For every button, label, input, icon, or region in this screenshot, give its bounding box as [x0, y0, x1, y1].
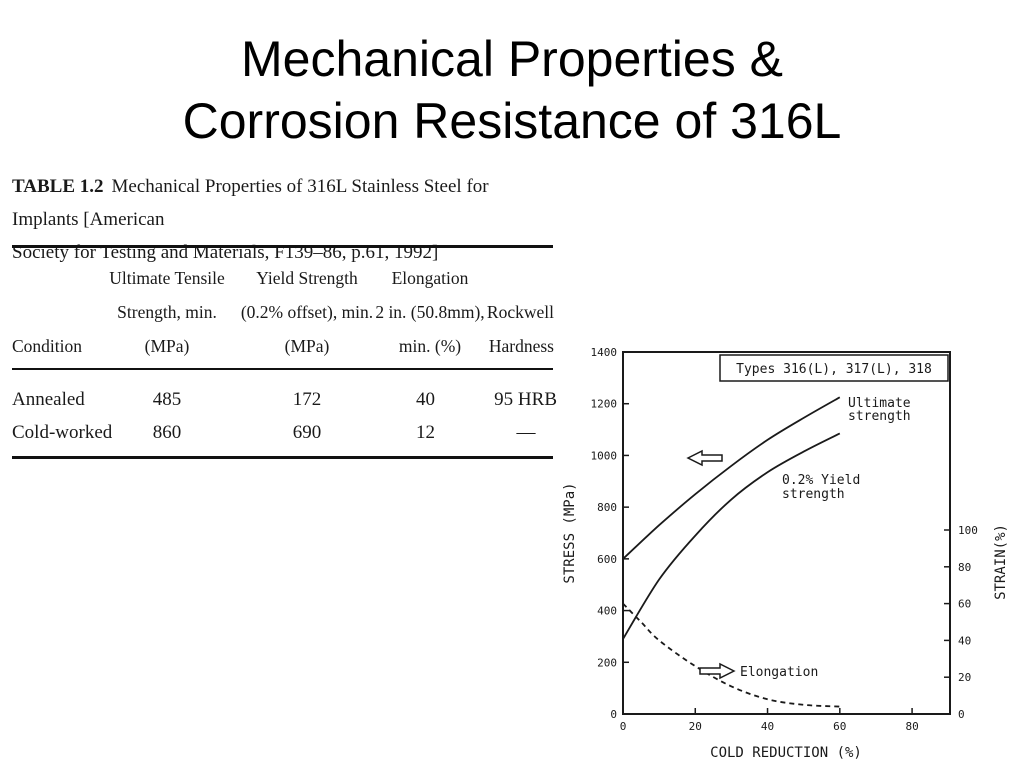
- ultimate-label-1: Ultimate: [848, 396, 911, 411]
- table-bottom-rule: [12, 456, 553, 459]
- arrow-right-icon: [699, 662, 736, 680]
- y-tick-label: 1000: [591, 449, 618, 462]
- cell-yield: 690: [292, 422, 322, 443]
- properties-table: TABLE 1.2 Mechanical Properties of 316L S…: [12, 170, 557, 459]
- y2-tick-label: 100: [958, 524, 978, 537]
- slide-title-line-1: Mechanical Properties &: [241, 31, 783, 87]
- series-line-elongation: [622, 602, 840, 708]
- x-tick-label: 80: [905, 720, 918, 733]
- cell-hardness: 95 HRB: [494, 389, 557, 410]
- yield-label-1: 0.2% Yield: [782, 473, 860, 488]
- y2-tick-label: 0: [958, 708, 965, 721]
- table-header-rule: [12, 368, 553, 370]
- header-yield-strength: Yield Strength (0.2% offset), min. (MPa): [240, 268, 374, 356]
- cell-hardness: —: [516, 422, 536, 443]
- header-ultimate-tensile-strength: Ultimate Tensile Strength, min. (MPa): [109, 268, 225, 356]
- plot-frame: [622, 351, 951, 715]
- x-tick-label: 60: [833, 720, 846, 733]
- table-label: TABLE 1.2: [12, 176, 104, 197]
- x-tick-label: 20: [689, 720, 702, 733]
- series-line-ultimate: [622, 396, 841, 560]
- cell-condition: Cold-worked: [12, 422, 113, 443]
- y2-axis-label: STRAIN(%): [993, 524, 1009, 600]
- table-caption-line-1: Mechanical Properties of 316L Stainless …: [12, 176, 489, 230]
- table-caption: TABLE 1.2 Mechanical Properties of 316L S…: [12, 170, 553, 269]
- series-line-yield: [622, 432, 841, 640]
- cell-condition: Annealed: [12, 389, 85, 410]
- types-legend-text: Types 316(L), 317(L), 318: [736, 362, 932, 377]
- cell-uts: 860: [152, 422, 182, 443]
- y2-tick-label: 60: [958, 598, 971, 611]
- yield-label-2: strength: [782, 487, 845, 502]
- ultimate-label-2: strength: [848, 409, 911, 424]
- cell-elongation: 40: [416, 389, 435, 410]
- y2-tick-label: 40: [958, 634, 971, 647]
- header-condition: Condition: [12, 336, 83, 356]
- y2-tick-label: 20: [958, 671, 971, 684]
- table-top-rule: [12, 245, 553, 248]
- y-tick-label: 800: [597, 501, 617, 514]
- y-tick-label: 400: [597, 605, 617, 618]
- slide-title-line-2: Corrosion Resistance of 316L: [182, 93, 842, 149]
- header-elongation: Elongation 2 in. (50.8mm), min. (%): [375, 268, 485, 356]
- y-axis-label: STRESS (MPa): [562, 482, 578, 583]
- header-rockwell-hardness: Rockwell Hardness: [486, 302, 554, 356]
- y-tick-label: 1200: [591, 398, 618, 411]
- y-tick-label: 600: [597, 553, 617, 566]
- x-axis-label: COLD REDUCTION (%): [710, 745, 862, 761]
- stress-strain-chart: 0 200 400 600 800 1000 1200 1400 0 20 40 60 80 0 20 40 6…: [550, 330, 1024, 768]
- x-tick-label: 0: [620, 720, 627, 733]
- y-tick-label: 1400: [591, 346, 618, 359]
- cell-yield: 172: [292, 389, 322, 410]
- slide-title: Mechanical Properties & Corrosion Resist…: [0, 28, 1024, 152]
- x-tick-label: 40: [761, 720, 774, 733]
- types-legend-box: [719, 354, 949, 382]
- elongation-label: Elongation: [740, 665, 818, 680]
- cell-elongation: 12: [416, 422, 435, 443]
- y-tick-label: 0: [610, 708, 617, 721]
- y2-tick-label: 80: [958, 561, 971, 574]
- y-tick-label: 200: [597, 656, 617, 669]
- arrow-left-icon: [686, 449, 723, 467]
- cell-uts: 485: [152, 389, 182, 410]
